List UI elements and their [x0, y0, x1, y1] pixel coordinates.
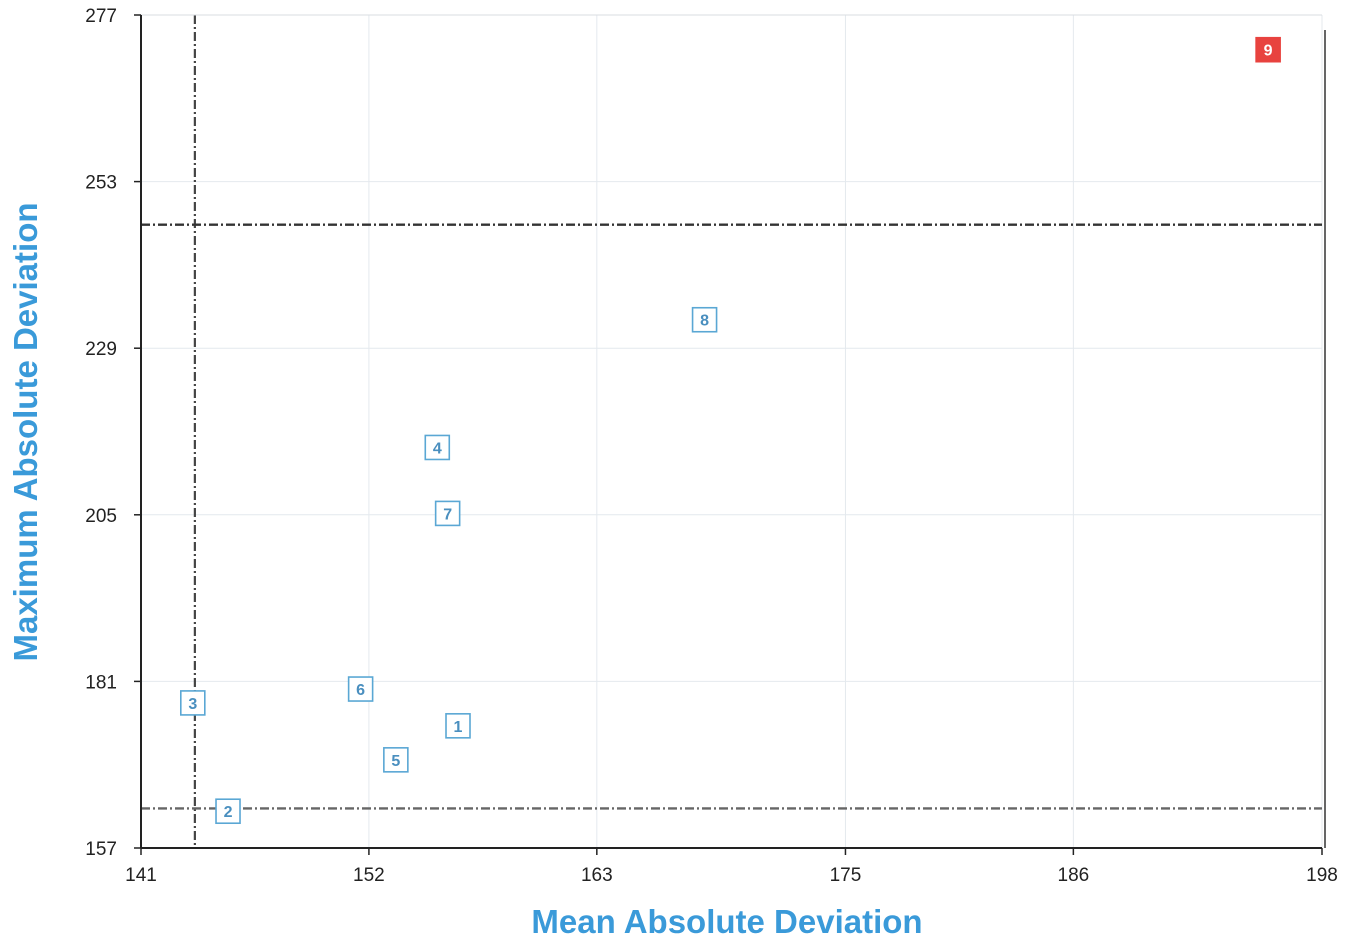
y-tick-label: 205	[85, 506, 117, 527]
data-point-label: 9	[1264, 43, 1273, 60]
data-point-marker	[179, 690, 206, 716]
y-tick-label: 229	[85, 339, 117, 360]
data-point-label: 2	[224, 804, 233, 821]
data-points: 1 2 3 4 5 6 7 8 9	[179, 36, 1281, 825]
data-point-label: 5	[391, 753, 400, 770]
data-point-marker	[691, 306, 718, 333]
data-point-3: 3	[179, 690, 206, 716]
data-point-label: 6	[356, 682, 365, 699]
data-point-label: 7	[443, 506, 452, 523]
grid-lines	[141, 14, 1323, 848]
data-point-marker	[347, 676, 374, 702]
x-tick-label: 186	[1058, 865, 1090, 886]
data-point-8: 8	[691, 306, 718, 333]
data-point-6: 6	[347, 676, 374, 702]
y-axis-title: Maximum Absolute Deviation	[7, 202, 44, 661]
data-point-marker	[445, 713, 471, 739]
data-point-7: 7	[434, 500, 461, 527]
reference-lines	[141, 15, 1322, 848]
data-point-5: 5	[383, 747, 409, 773]
data-point-2: 2	[215, 798, 241, 825]
x-tick-label: 152	[353, 865, 385, 886]
x-axis-ticks: 141 152 163 175 186 198	[125, 848, 1338, 886]
data-point-marker	[383, 747, 409, 773]
x-axis-title: Mean Absolute Deviation	[531, 903, 922, 940]
data-point-marker	[434, 500, 461, 527]
data-point-label: 8	[700, 313, 709, 330]
data-point-1: 1	[445, 713, 471, 739]
y-tick-label: 181	[85, 672, 117, 693]
data-point-label: 3	[188, 696, 197, 713]
data-point-label: 4	[433, 440, 442, 457]
data-point-4: 4	[424, 434, 451, 461]
x-tick-label: 198	[1306, 865, 1338, 886]
y-tick-label: 253	[85, 173, 117, 194]
data-point-marker	[1255, 36, 1281, 63]
y-tick-label: 157	[85, 839, 117, 860]
x-tick-label: 163	[581, 865, 613, 886]
x-tick-label: 141	[125, 865, 157, 886]
y-axis-ticks: 157 181 205 229 253 277	[85, 6, 141, 860]
y-tick-label: 277	[85, 6, 117, 27]
data-point-marker	[215, 798, 241, 825]
x-tick-label: 175	[830, 865, 862, 886]
data-point-marker	[424, 434, 451, 461]
data-point-label: 1	[454, 719, 463, 736]
data-point-9: 9	[1255, 36, 1281, 63]
axes	[140, 14, 1326, 849]
